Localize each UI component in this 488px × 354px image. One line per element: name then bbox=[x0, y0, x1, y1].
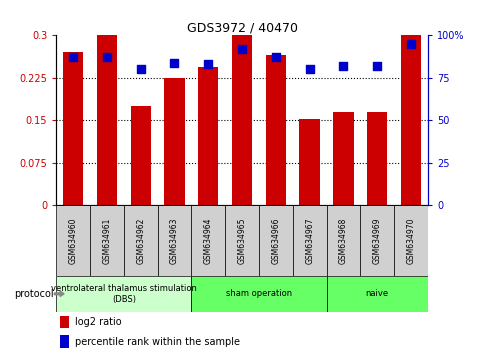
Bar bbox=[123, 205, 157, 276]
Text: GSM634966: GSM634966 bbox=[271, 217, 280, 264]
Bar bbox=[333, 112, 353, 205]
Text: protocol: protocol bbox=[14, 289, 54, 299]
Bar bbox=[299, 119, 319, 205]
Bar bbox=[90, 205, 123, 276]
Point bbox=[204, 62, 212, 67]
Text: GSM634963: GSM634963 bbox=[170, 217, 179, 264]
Point bbox=[305, 67, 313, 72]
Bar bbox=[157, 205, 191, 276]
Bar bbox=[400, 35, 420, 205]
Bar bbox=[259, 205, 292, 276]
Bar bbox=[224, 205, 259, 276]
Text: GSM634964: GSM634964 bbox=[203, 217, 212, 264]
Text: naive: naive bbox=[365, 289, 388, 298]
Bar bbox=[130, 106, 150, 205]
Point bbox=[170, 60, 178, 65]
Bar bbox=[63, 52, 83, 205]
Bar bbox=[56, 276, 191, 312]
Text: GSM634965: GSM634965 bbox=[237, 217, 246, 264]
Point bbox=[103, 55, 111, 60]
Bar bbox=[97, 35, 117, 205]
Bar bbox=[393, 205, 427, 276]
Text: percentile rank within the sample: percentile rank within the sample bbox=[75, 337, 239, 347]
Bar bbox=[56, 205, 90, 276]
Bar bbox=[191, 205, 224, 276]
Bar bbox=[191, 276, 326, 312]
Point bbox=[271, 55, 279, 60]
Point bbox=[372, 63, 380, 69]
Bar bbox=[292, 205, 326, 276]
Text: GSM634970: GSM634970 bbox=[406, 217, 415, 264]
Bar bbox=[198, 67, 218, 205]
Text: GSM634960: GSM634960 bbox=[68, 217, 78, 264]
Title: GDS3972 / 40470: GDS3972 / 40470 bbox=[186, 21, 297, 34]
Text: ventrolateral thalamus stimulation
(DBS): ventrolateral thalamus stimulation (DBS) bbox=[51, 284, 196, 303]
Text: log2 ratio: log2 ratio bbox=[75, 317, 121, 327]
Bar bbox=[360, 205, 393, 276]
Bar bbox=[326, 205, 360, 276]
Bar bbox=[366, 112, 386, 205]
Point bbox=[406, 41, 414, 47]
Bar bbox=[265, 55, 285, 205]
Text: sham operation: sham operation bbox=[225, 289, 291, 298]
Point bbox=[238, 46, 245, 52]
Text: GSM634967: GSM634967 bbox=[305, 217, 313, 264]
Bar bbox=[231, 35, 252, 205]
Text: GSM634961: GSM634961 bbox=[102, 217, 111, 264]
Text: GSM634968: GSM634968 bbox=[338, 217, 347, 264]
Point bbox=[137, 67, 144, 72]
Bar bbox=[326, 276, 427, 312]
Point bbox=[339, 63, 346, 69]
Bar bbox=[60, 316, 69, 328]
Text: GSM634962: GSM634962 bbox=[136, 217, 145, 264]
Point bbox=[69, 55, 77, 60]
Bar bbox=[164, 78, 184, 205]
Text: GSM634969: GSM634969 bbox=[372, 217, 381, 264]
Bar bbox=[60, 335, 69, 348]
